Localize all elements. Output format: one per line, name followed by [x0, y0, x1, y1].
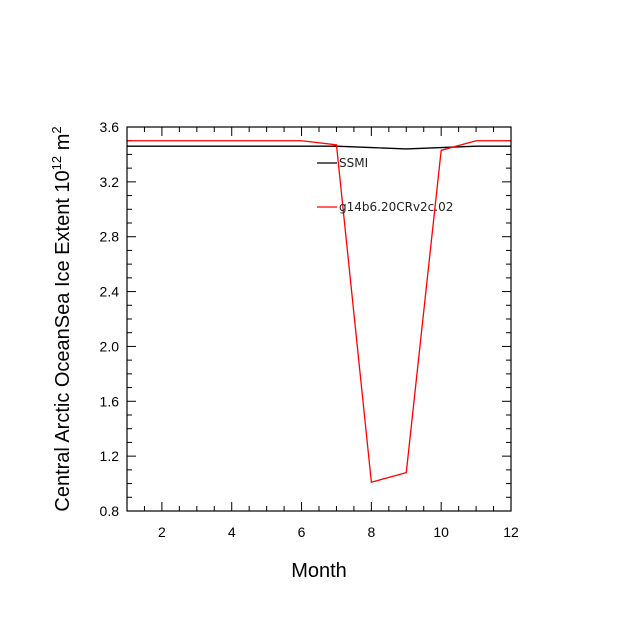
axis-ticks	[126, 126, 512, 512]
x-tick-label: 6	[298, 524, 306, 540]
y-tick-label: 1.6	[100, 393, 120, 409]
y-tick-label: 3.2	[100, 174, 120, 190]
y-tick-label: 2.0	[100, 338, 120, 354]
x-tick-label: 2	[158, 524, 166, 540]
series-line-1	[127, 145, 511, 150]
series-layer	[127, 140, 511, 484]
tick-labels: 2 4 6 8 10 12 0.8 1.2 1.6 2.0 2.4 2.8 3.2 3.6	[100, 119, 519, 540]
x-tick-label: 10	[433, 524, 449, 540]
y-tick-label: 3.6	[100, 119, 120, 135]
y-axis-title-unit: m	[52, 134, 74, 156]
y-tick-label: 2.4	[100, 284, 120, 300]
y-tick-label: 0.8	[100, 503, 120, 519]
y-axis-title-main: Central Arctic OceanSea Ice Extent 10	[52, 170, 74, 511]
legend: SSMI g14b6.20CRv2c.02	[317, 156, 453, 214]
series-line-2	[127, 140, 511, 484]
y-axis-title-unit-exponent: 2	[49, 126, 64, 133]
x-tick-label: 12	[503, 524, 519, 540]
y-tick-label: 2.8	[100, 229, 120, 245]
legend-label: SSMI	[339, 156, 368, 170]
x-tick-label: 8	[367, 524, 375, 540]
y-axis-title: Central Arctic OceanSea Ice Extent 1012 …	[49, 126, 74, 511]
x-axis-title: Month	[291, 560, 347, 582]
legend-label: g14b6.20CRv2c.02	[339, 200, 453, 214]
plot-frame	[126, 126, 512, 512]
y-tick-label: 1.2	[100, 448, 120, 464]
y-axis-title-exponent: 12	[49, 156, 64, 170]
x-tick-label: 4	[228, 524, 236, 540]
